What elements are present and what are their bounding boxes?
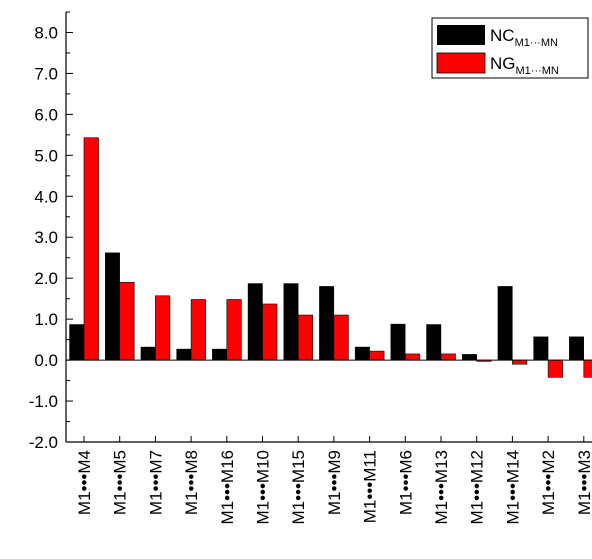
y-tick-label-3: 1.0 — [34, 310, 58, 329]
legend-swatch-nc — [437, 25, 485, 45]
legend-label-ng: NGM1···MN — [490, 54, 559, 77]
bar-ng-14 — [583, 359, 592, 378]
y-tick-label-0: -2.0 — [29, 433, 58, 452]
legend-label-nc-sub: M1···MN — [515, 37, 558, 49]
legend-label-nc: NCM1···MN — [490, 26, 558, 49]
bar-nc-9 — [390, 323, 406, 361]
y-tick-label-5: 3.0 — [34, 228, 58, 247]
x-tick-label-14: M1•••M3 — [575, 450, 592, 515]
bar-ng-7 — [333, 314, 349, 361]
bar-nc-2 — [140, 346, 156, 361]
x-tick-label-11: M1•••M12 — [468, 450, 487, 525]
bar-ng-5 — [262, 303, 278, 361]
bar-nc-7 — [319, 286, 335, 361]
x-axis: M1•••M4 M1•••M5 M1•••M7 M1•••M8 M1•••M16 M1••… — [66, 436, 592, 525]
x-tick-label-9: M1•••M6 — [396, 450, 415, 515]
bar-ng-6 — [297, 314, 314, 361]
x-tick-label-5: M1•••M10 — [254, 450, 273, 525]
x-tick-label-4: M1•••M16 — [218, 450, 237, 525]
bar-nc-4 — [212, 348, 228, 361]
y-tick-label-8: 6.0 — [34, 105, 58, 124]
y-tick-label-9: 7.0 — [34, 64, 58, 83]
bar-ng-13 — [547, 359, 563, 378]
legend-label-ng-main: NG — [490, 54, 516, 73]
x-tick-label-12: M1•••M14 — [503, 450, 522, 525]
x-tick-label-6: M1•••M15 — [289, 450, 308, 525]
bar-ng-1 — [119, 281, 135, 361]
legend: NCM1···MN NGM1···MN — [431, 17, 589, 79]
legend-swatch-ng — [436, 52, 486, 74]
y-axis: -2.0 -1.0 0.0 1.0 2.0 3.0 4.0 5.0 6.0 7.0 8.0 — [29, 11, 73, 452]
x-tick-label-3: M1•••M8 — [182, 450, 201, 515]
bar-nc-12 — [497, 286, 513, 361]
bar-ng-2 — [155, 295, 171, 361]
bar-ng-3 — [190, 299, 206, 361]
bar-nc-0 — [69, 324, 85, 361]
bar-nc-3 — [176, 348, 192, 361]
legend-label-ng-sub: M1···MN — [516, 65, 559, 77]
bar-nc-14 — [569, 336, 584, 361]
x-tick-label-8: M1•••M11 — [361, 450, 380, 523]
x-tick-label-2: M1•••M7 — [146, 450, 165, 515]
y-tick-label-7: 5.0 — [34, 146, 58, 165]
x-tick-label-0: M1•••M4 — [75, 450, 94, 515]
y-tick-label-6: 4.0 — [34, 187, 58, 206]
bar-nc-5 — [247, 283, 263, 361]
bar-ng-9 — [404, 353, 421, 361]
x-tick-label-7: M1•••M9 — [325, 450, 344, 515]
y-tick-label-4: 2.0 — [34, 269, 58, 288]
y-tick-label-2: 0.0 — [34, 351, 58, 370]
legend-label-nc-main: NC — [490, 26, 515, 45]
bar-nc-6 — [283, 283, 299, 361]
bar-nc-1 — [104, 252, 120, 361]
bar-nc-8 — [354, 346, 370, 361]
bar-nc-10 — [426, 324, 442, 361]
x-tick-label-10: M1•••M13 — [432, 450, 451, 525]
bar-ng-0 — [83, 137, 99, 361]
bar-ng-10 — [440, 353, 456, 361]
y-tick-label-1: -1.0 — [29, 392, 58, 411]
bar-nc-13 — [533, 336, 549, 361]
bar-ng-4 — [226, 299, 242, 361]
x-tick-label-13: M1•••M2 — [539, 450, 558, 515]
x-tick-label-1: M1•••M5 — [111, 450, 130, 515]
bars-group — [69, 137, 592, 378]
bar-ng-12 — [512, 359, 528, 365]
bar-nc-11 — [462, 354, 477, 361]
bar-ng-8 — [369, 350, 385, 361]
y-tick-label-10: 8.0 — [34, 23, 58, 42]
